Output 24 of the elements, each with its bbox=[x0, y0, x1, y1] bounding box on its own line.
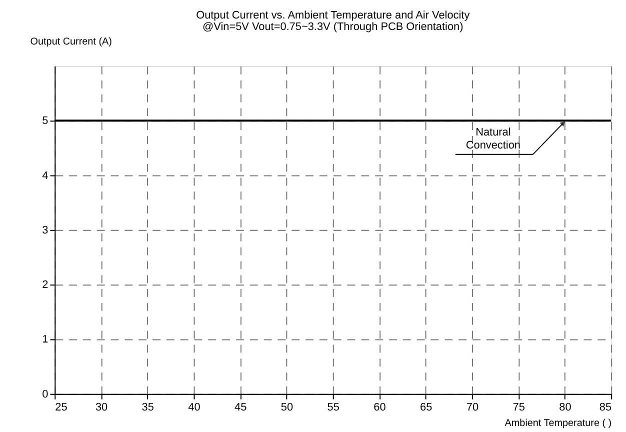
x-tick-label: 35 bbox=[142, 401, 154, 414]
y-tick-label: 0 bbox=[42, 388, 48, 400]
chart-subtitle: @Vin=5V Vout=0.75~3.3V (Through PCB Orientation) bbox=[202, 21, 464, 34]
y-tick-label: 2 bbox=[42, 279, 48, 292]
y-axis-title: Output Current (A) bbox=[30, 36, 112, 48]
x-tick-label: 85 bbox=[599, 401, 612, 414]
annotation: Natural Convection bbox=[466, 126, 521, 152]
x-axis-title: Ambient Temperature ( ) bbox=[504, 418, 612, 430]
x-tick-label: 80 bbox=[559, 401, 572, 414]
x-tick-label: 50 bbox=[280, 401, 294, 414]
x-tick-label: 30 bbox=[95, 401, 108, 414]
x-tick-label: 40 bbox=[188, 401, 200, 414]
y-tick-label: 4 bbox=[42, 170, 48, 182]
x-tick-label: 70 bbox=[466, 401, 479, 414]
x-tick-label: 55 bbox=[327, 401, 340, 414]
x-tick-label: 45 bbox=[234, 401, 247, 414]
x-tick-label: 75 bbox=[512, 401, 525, 414]
x-tick-label: 65 bbox=[420, 401, 432, 414]
y-tick-label: 1 bbox=[42, 334, 48, 346]
x-tick-label: 60 bbox=[374, 401, 386, 414]
chart-title: Output Current vs. Ambient Temperature and Air Velocity bbox=[196, 9, 470, 22]
y-tick-label: 3 bbox=[42, 224, 48, 236]
y-tick-label: 5 bbox=[42, 115, 48, 128]
x-tick-label: 25 bbox=[55, 401, 68, 414]
